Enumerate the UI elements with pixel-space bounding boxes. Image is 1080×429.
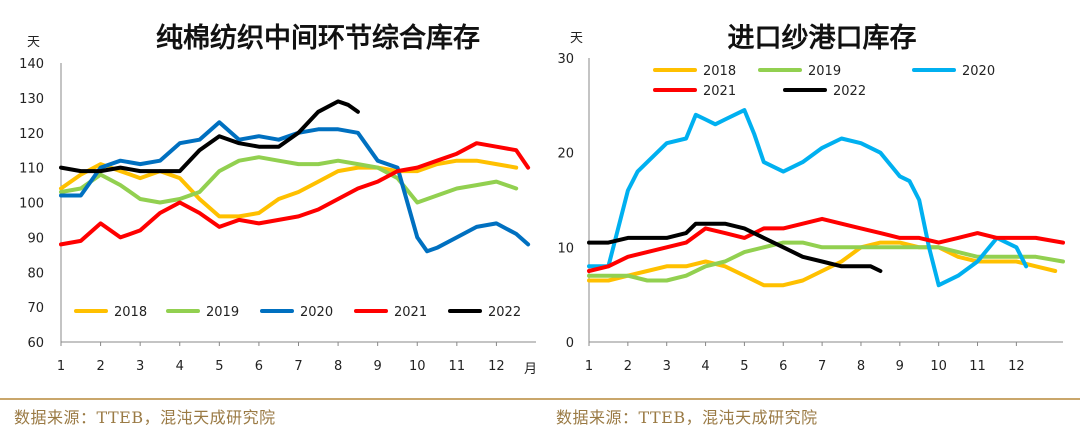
chart-left-ylabel: 天: [27, 35, 40, 50]
chart-right-x-tick-label: 10: [930, 359, 947, 374]
chart-left-x-tick-label: 4: [176, 359, 184, 374]
series-line-2022: [587, 221, 883, 273]
chart-left-x-tick-label: 7: [294, 359, 302, 374]
chart-left-y-tick-label: 120: [19, 127, 44, 142]
footer-divider: [0, 398, 1080, 400]
chart-right-x-tick-label: 4: [701, 359, 709, 374]
legend-label-2019: 2019: [808, 64, 841, 79]
chart-left-x-tick-label: 6: [255, 359, 263, 374]
legend-label-2022: 2022: [833, 84, 866, 99]
legend-label-2020: 2020: [300, 305, 333, 320]
chart-left-y-tick-label: 140: [19, 57, 44, 72]
chart-left-x-tick-label: 11: [449, 359, 466, 374]
chart-right-y-tick-label: 10: [557, 241, 574, 256]
source-note-left: 数据来源：TTEB，混沌天成研究院: [14, 408, 276, 427]
chart-left-y-tick-label: 80: [27, 266, 44, 281]
chart-left-y-tick-label: 100: [19, 197, 44, 212]
chart-left-y-tick-label: 60: [27, 336, 44, 351]
chart-right-x-tick-label: 8: [857, 359, 865, 374]
legend-label-2021: 2021: [394, 305, 427, 320]
chart-left-y-tick-label: 130: [19, 92, 44, 107]
chart-left: 纯棉纺织中间环节综合库存 天 月 60708090100110120130140…: [19, 22, 537, 377]
chart-left-x-tick-label: 12: [488, 359, 505, 374]
legend-label-2021: 2021: [703, 84, 736, 99]
series-line-2020: [59, 120, 531, 254]
chart-right-title: 进口纱港口库存: [728, 23, 917, 54]
chart-right-x-tick-label: 5: [740, 359, 748, 374]
chart-left-x-tick-label: 2: [96, 359, 104, 374]
chart-right-x-tick-label: 3: [663, 359, 671, 374]
legend-label-2018: 2018: [703, 64, 736, 79]
chart-left-x-tick-label: 8: [334, 359, 342, 374]
legend-label-2020: 2020: [962, 64, 995, 79]
chart-left-y-tick-label: 70: [27, 301, 44, 316]
source-note-right: 数据来源：TTEB，混沌天成研究院: [556, 408, 818, 427]
legend-label-2019: 2019: [206, 305, 239, 320]
chart-left-title: 纯棉纺织中间环节综合库存: [156, 22, 480, 54]
chart-right-x-tick-label: 12: [1008, 359, 1025, 374]
legend-label-2018: 2018: [114, 305, 147, 320]
chart-right-x-tick-label: 11: [969, 359, 986, 374]
chart-right-y-tick-label: 20: [557, 147, 574, 162]
chart-right-y-tick-label: 0: [566, 336, 574, 351]
legend-label-2022: 2022: [488, 305, 521, 320]
chart-left-x-tick-label: 9: [374, 359, 382, 374]
chart-left-y-tick-label: 90: [27, 231, 44, 246]
chart-right-ylabel: 天: [570, 31, 583, 46]
chart-right-x-tick-label: 2: [624, 359, 632, 374]
chart-left-x-tick-label: 5: [215, 359, 223, 374]
series-line-2021: [587, 216, 1065, 273]
series-line-2019: [587, 240, 1065, 283]
series-line-2018: [59, 158, 519, 219]
chart-left-xlabel: 月: [524, 362, 537, 377]
chart-right-x-tick-label: 6: [779, 359, 787, 374]
chart-right-y-tick-label: 30: [557, 52, 574, 67]
series-line-2022: [59, 99, 360, 174]
chart-left-x-tick-label: 1: [57, 359, 65, 374]
chart-right-x-tick-label: 9: [896, 359, 904, 374]
chart-right-x-tick-label: 7: [818, 359, 826, 374]
chart-left-y-tick-label: 110: [19, 162, 44, 177]
series-line-2020: [587, 108, 1029, 288]
series-line-2021: [59, 141, 531, 247]
chart-left-x-tick-label: 10: [409, 359, 426, 374]
chart-left-x-tick-label: 3: [136, 359, 144, 374]
chart-right-x-tick-label: 1: [585, 359, 593, 374]
series-line-2019: [59, 155, 519, 205]
